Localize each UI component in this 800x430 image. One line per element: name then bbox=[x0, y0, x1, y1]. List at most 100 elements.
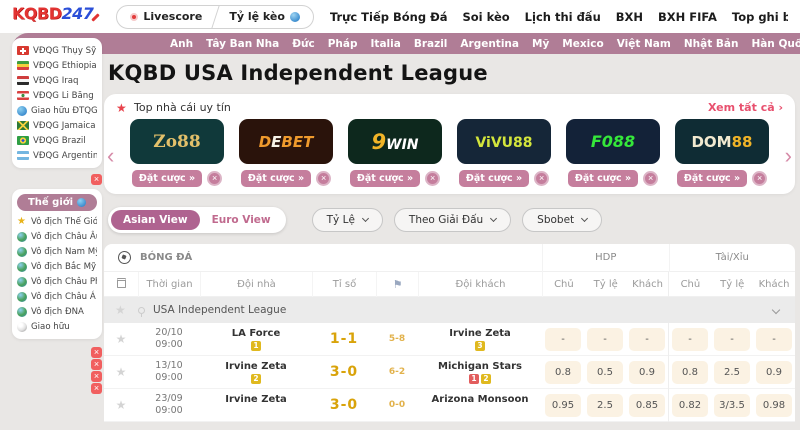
favorite-star-icon[interactable] bbox=[115, 399, 127, 411]
bookmaker-logo[interactable]: DEBET bbox=[239, 119, 333, 164]
tab-ty-le-keo[interactable]: Tỷ lệ kèo bbox=[216, 6, 313, 28]
site-logo[interactable]: KQBD 247 bbox=[12, 4, 101, 29]
filter-dropdown[interactable]: Theo Giải Đấu bbox=[393, 208, 512, 232]
country-nav-item[interactable]: Italia bbox=[370, 37, 401, 50]
main-nav-item[interactable]: Trực Tiếp Bóng Đá bbox=[329, 9, 448, 24]
main-nav-item[interactable]: BXH FIFA bbox=[658, 9, 717, 24]
trash-icon[interactable] bbox=[116, 277, 126, 288]
close-icon[interactable] bbox=[207, 171, 223, 186]
sidebar-world-item[interactable]: Vô địch Thế Giới bbox=[17, 214, 97, 229]
close-icon[interactable] bbox=[643, 171, 659, 186]
chevron-down-icon[interactable] bbox=[771, 305, 781, 315]
bookmaker-logo[interactable]: DOM88 bbox=[675, 119, 769, 164]
sidebar-league-item[interactable]: VĐQG Ethiopia bbox=[17, 58, 97, 73]
bookmaker-logo[interactable]: ViVU88 bbox=[457, 119, 551, 164]
country-nav-item[interactable]: Argentina bbox=[460, 37, 519, 50]
close-icon[interactable] bbox=[91, 371, 102, 382]
close-icon[interactable] bbox=[91, 347, 102, 358]
sidebar-league-item[interactable]: VĐQG Jamaica bbox=[17, 118, 97, 133]
sidebar-world-item[interactable]: Giao hữu bbox=[17, 319, 97, 334]
sidebar-league-item[interactable]: VĐQG Li Băng bbox=[17, 88, 97, 103]
tab-livescore[interactable]: Livescore bbox=[117, 6, 215, 28]
sidebar-world-item[interactable]: Vô địch Châu Phi bbox=[17, 274, 97, 289]
match-row[interactable]: 23/09 09:00 Irvine Zeta 3-0 0-0 Ari bbox=[104, 388, 795, 422]
odds-cell[interactable]: 0.98 bbox=[756, 393, 792, 417]
match-row[interactable]: 13/10 09:00 Irvine Zeta 2 3-0 6-2 Mi bbox=[104, 355, 795, 389]
sidebar-league-item[interactable]: VĐQG Brazil bbox=[17, 133, 97, 148]
bet-button[interactable]: Đặt cược » bbox=[458, 170, 530, 187]
country-nav: Anh Tây Ban Nha Đức Pháp Italia Brazil Argenti… bbox=[12, 33, 800, 54]
country-nav-item[interactable]: Brazil bbox=[413, 37, 448, 50]
odds-cell[interactable]: - bbox=[545, 327, 581, 351]
filter-dropdown[interactable]: Tỷ Lệ bbox=[311, 208, 383, 232]
country-nav-item[interactable]: Anh bbox=[170, 37, 194, 50]
main-nav-item[interactable]: BXH bbox=[615, 9, 644, 24]
sidebar-league-item[interactable]: VĐQG Argentina bbox=[17, 148, 97, 163]
odds-cell[interactable]: - bbox=[629, 327, 665, 351]
country-nav-item[interactable]: Mexico bbox=[562, 37, 604, 50]
view-all-link[interactable]: Xem tất cả › bbox=[707, 101, 783, 114]
sidebar-league-item[interactable]: Giao hữu ĐTQG bbox=[17, 103, 97, 118]
bookmaker-logo[interactable]: 9WIN bbox=[348, 119, 442, 164]
close-icon[interactable] bbox=[425, 171, 441, 186]
country-nav-item[interactable]: Đức bbox=[292, 37, 315, 50]
country-nav-item[interactable]: Việt Nam bbox=[616, 37, 671, 50]
bet-button[interactable]: Đặt cược » bbox=[240, 170, 312, 187]
country-nav-item[interactable]: Nhật Bản bbox=[683, 37, 739, 50]
country-nav-item[interactable]: Tây Ban Nha bbox=[206, 37, 280, 50]
full-time-score: 3-0 bbox=[329, 397, 359, 413]
main-nav-item[interactable]: Lịch thi đấu bbox=[524, 9, 601, 24]
close-icon[interactable] bbox=[752, 171, 768, 186]
bet-button[interactable]: Đặt cược » bbox=[349, 170, 421, 187]
odds-cell[interactable]: 0.5 bbox=[587, 360, 623, 384]
bookmaker-logo[interactable]: F088 bbox=[566, 119, 660, 164]
carousel-prev-button[interactable] bbox=[107, 146, 114, 166]
league-section-row[interactable]: USA Independent League bbox=[104, 297, 795, 323]
odds-cell[interactable]: 0.95 bbox=[545, 393, 581, 417]
favorite-star-icon[interactable] bbox=[115, 333, 127, 345]
country-nav-item[interactable]: Mỹ bbox=[532, 37, 550, 50]
odds-cell[interactable]: 0.9 bbox=[629, 360, 665, 384]
odds-cell[interactable]: 0.8 bbox=[672, 360, 708, 384]
world-section-header[interactable]: Thế giới bbox=[17, 194, 97, 211]
odds-cell[interactable]: 2.5 bbox=[587, 393, 623, 417]
sidebar-world-item[interactable]: Vô địch Châu Âu bbox=[17, 229, 97, 244]
country-nav-item[interactable]: Hàn Quốc bbox=[751, 37, 800, 50]
odds-cell[interactable]: - bbox=[672, 327, 708, 351]
sidebar-world-item[interactable]: Vô địch ĐNA bbox=[17, 304, 97, 319]
close-icon[interactable] bbox=[534, 171, 550, 186]
bookmaker-logo[interactable]: Zo88 bbox=[130, 119, 224, 164]
main-nav-item[interactable]: Top ghi bàn bbox=[731, 9, 788, 24]
sidebar-world-item[interactable]: Vô địch Châu Á bbox=[17, 289, 97, 304]
odds-cell[interactable]: 0.9 bbox=[756, 360, 792, 384]
sidebar-world-item[interactable]: Vô địch Bắc Mỹ bbox=[17, 259, 97, 274]
odds-cell[interactable]: - bbox=[587, 327, 623, 351]
odds-cell[interactable]: 2.5 bbox=[714, 360, 750, 384]
view-toggle-button[interactable]: Euro View bbox=[200, 210, 283, 230]
bet-button[interactable]: Đặt cược » bbox=[567, 170, 639, 187]
view-toggle-button[interactable]: Asian View bbox=[111, 210, 200, 230]
carousel-next-button[interactable] bbox=[785, 146, 792, 166]
close-icon[interactable] bbox=[91, 383, 102, 394]
favorite-star-icon[interactable] bbox=[115, 366, 127, 378]
bet-button[interactable]: Đặt cược » bbox=[676, 170, 748, 187]
sidebar-world-item[interactable]: Vô địch Nam Mỹ bbox=[17, 244, 97, 259]
odds-cell[interactable]: 0.8 bbox=[545, 360, 581, 384]
sidebar-league-item[interactable]: VĐQG Thụy Sỹ bbox=[17, 43, 97, 58]
odds-cell[interactable]: 0.82 bbox=[672, 393, 708, 417]
favorite-star-icon[interactable] bbox=[115, 304, 127, 316]
odds-cell[interactable]: - bbox=[714, 327, 750, 351]
sidebar-league-item[interactable]: VĐQG Iraq bbox=[17, 73, 97, 88]
odds-cell[interactable]: - bbox=[756, 327, 792, 351]
close-icon[interactable] bbox=[316, 171, 332, 186]
bet-button[interactable]: Đặt cược » bbox=[131, 170, 203, 187]
match-row[interactable]: 20/10 09:00 LA Force 1 1-1 5-8 Irvin bbox=[104, 322, 795, 356]
close-icon[interactable] bbox=[91, 174, 102, 185]
odds-cell[interactable]: 0.85 bbox=[629, 393, 665, 417]
col-time: Thời gian bbox=[138, 271, 200, 297]
filter-dropdown[interactable]: Sbobet bbox=[522, 208, 603, 232]
main-nav-item[interactable]: Soi kèo bbox=[462, 9, 510, 24]
odds-cell[interactable]: 3/3.5 bbox=[714, 393, 750, 417]
close-icon[interactable] bbox=[91, 359, 102, 370]
country-nav-item[interactable]: Pháp bbox=[327, 37, 358, 50]
